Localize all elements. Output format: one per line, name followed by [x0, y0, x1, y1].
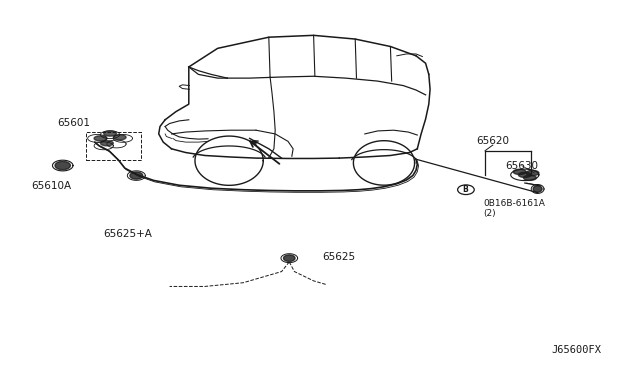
Text: 0B16B-6161A
(2): 0B16B-6161A (2) — [483, 199, 545, 218]
Polygon shape — [518, 172, 531, 177]
Text: 65610A: 65610A — [31, 181, 71, 191]
Text: 65620: 65620 — [476, 137, 509, 146]
Text: 65630: 65630 — [505, 161, 538, 170]
Polygon shape — [100, 141, 113, 146]
Polygon shape — [284, 255, 295, 262]
Polygon shape — [55, 161, 70, 170]
Polygon shape — [533, 186, 542, 192]
Polygon shape — [513, 169, 526, 174]
Text: B: B — [463, 185, 468, 194]
Bar — [86, 132, 141, 160]
Polygon shape — [113, 135, 126, 140]
Polygon shape — [130, 172, 143, 179]
Polygon shape — [104, 131, 116, 136]
Text: 65625: 65625 — [323, 252, 356, 262]
Polygon shape — [94, 136, 107, 141]
Polygon shape — [524, 175, 536, 180]
Text: 65601: 65601 — [57, 118, 90, 128]
Text: J65600FX: J65600FX — [552, 345, 602, 355]
Text: 65625+A: 65625+A — [104, 230, 152, 239]
Polygon shape — [526, 170, 539, 176]
